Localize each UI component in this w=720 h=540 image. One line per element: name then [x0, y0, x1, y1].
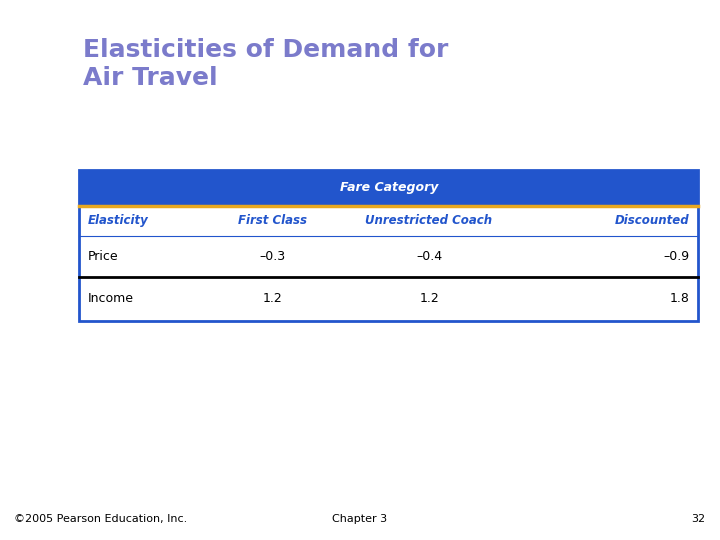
Text: First Class: First Class [238, 214, 307, 227]
Text: Discounted: Discounted [615, 214, 690, 227]
Text: Price: Price [88, 250, 119, 263]
Text: Income: Income [88, 293, 134, 306]
Text: Unrestricted Coach: Unrestricted Coach [366, 214, 492, 227]
Text: 32: 32 [691, 514, 706, 524]
Text: –0.9: –0.9 [664, 250, 690, 263]
Text: Elasticities of Demand for
Air Travel: Elasticities of Demand for Air Travel [83, 38, 448, 90]
Text: 1.2: 1.2 [419, 293, 439, 306]
Text: Chapter 3: Chapter 3 [333, 514, 387, 524]
Text: Elasticity: Elasticity [88, 214, 148, 227]
Text: Fare Category: Fare Category [340, 181, 438, 194]
Text: ©2005 Pearson Education, Inc.: ©2005 Pearson Education, Inc. [14, 514, 188, 524]
Text: –0.3: –0.3 [260, 250, 286, 263]
Text: 1.2: 1.2 [263, 293, 282, 306]
Text: –0.4: –0.4 [416, 250, 442, 263]
Text: 1.8: 1.8 [670, 293, 690, 306]
Bar [79, 170, 698, 206]
